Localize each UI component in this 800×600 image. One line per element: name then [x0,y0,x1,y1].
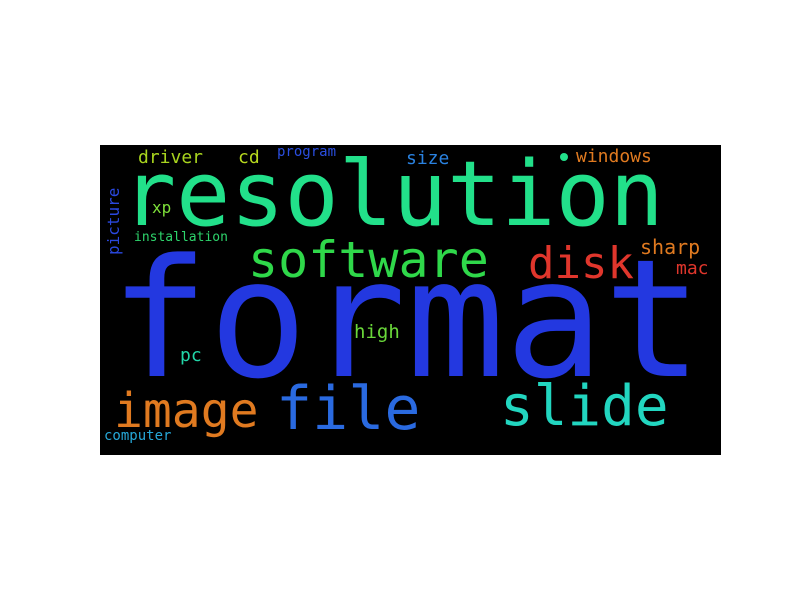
word-computer: computer [104,428,172,444]
word-cloud: format resolution software disk image fi… [100,145,721,455]
word-picture: picture [104,187,123,255]
word-installation: installation [134,230,228,245]
word-driver: driver [138,147,204,168]
word-program: program [277,145,337,160]
word-disk: disk [528,238,634,289]
word-cd: cd [238,147,260,168]
word-sharp: sharp [640,235,701,259]
word-windows: windows [576,146,652,167]
word-image: image [114,383,259,439]
dot-mark [560,153,568,161]
word-resolution: resolution [122,145,664,247]
word-format: format [110,224,703,415]
word-pc: pc [180,345,202,366]
word-software: software [248,231,489,289]
word-mac: mac [676,258,709,279]
word-xp: xp [152,198,172,217]
word-file: file [276,374,421,444]
word-size: size [406,148,450,169]
word-slide: slide [500,374,669,439]
word-high: high [354,321,400,343]
